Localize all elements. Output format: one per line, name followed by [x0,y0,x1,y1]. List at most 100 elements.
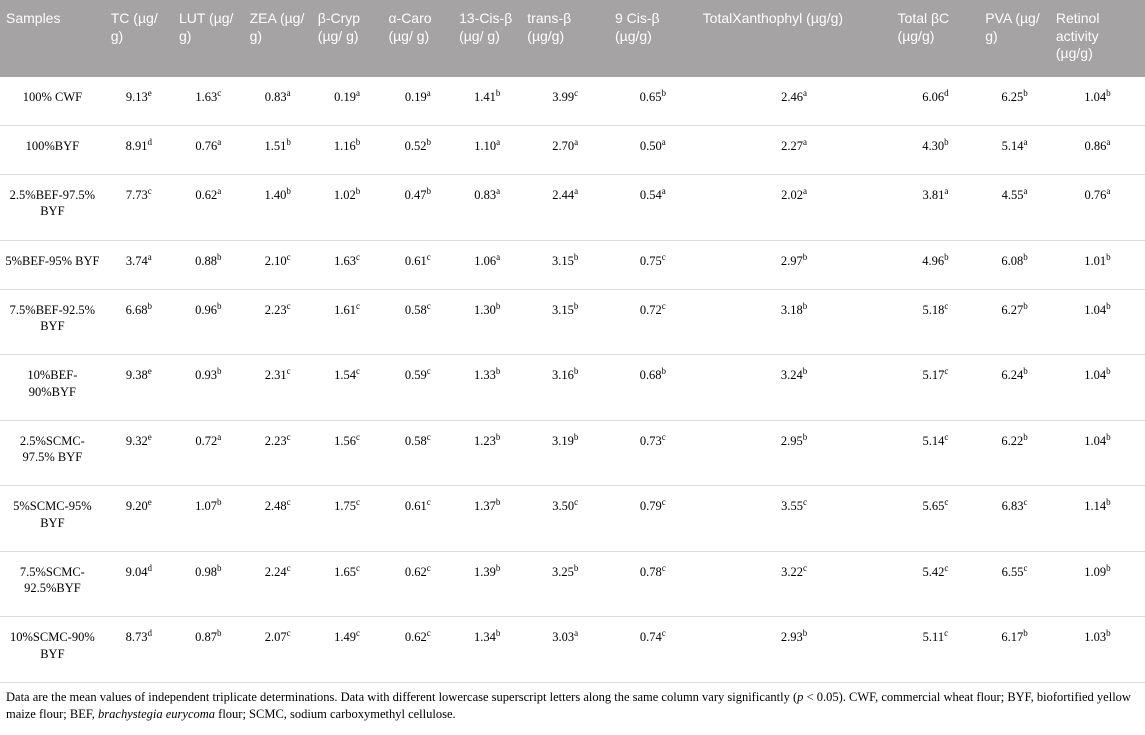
data-cell: 0.75c [609,240,697,289]
sample-cell: 100%BYF [0,125,105,174]
value: 0.83 [265,90,287,104]
superscript: b [574,251,579,261]
data-cell: 6.27b [979,289,1050,355]
data-cell: 4.96b [892,240,980,289]
value: 0.76 [195,139,217,153]
data-cell: 7.73c [105,175,173,241]
data-cell: 1.56c [312,420,383,486]
data-cell: 1.01b [1050,240,1145,289]
superscript: c [356,301,360,311]
superscript: b [496,301,501,311]
col-header-0: Samples [0,0,105,77]
data-cell: 2.93b [697,617,892,683]
superscript: b [574,432,579,442]
col-header-2: LUT (µg/ g) [173,0,244,77]
sample-cell: 7.5%BEF-92.5% BYF [0,289,105,355]
sample-cell: 100% CWF [0,77,105,126]
value: 2.23 [265,434,287,448]
data-cell: 1.49c [312,617,383,683]
superscript: c [356,366,360,376]
superscript: b [1023,432,1028,442]
value: 1.54 [334,368,356,382]
superscript: c [944,497,948,507]
superscript: b [1023,301,1028,311]
data-cell: 0.59c [382,355,453,421]
superscript: b [1106,628,1111,638]
value: 6.68 [126,303,148,317]
table-row: 100%BYF8.91d0.76a1.51b1.16b0.52b1.10a2.7… [0,125,1145,174]
superscript: c [944,366,948,376]
superscript: c [944,628,948,638]
data-cell: 3.55c [697,486,892,552]
value: 4.55 [1002,188,1024,202]
value: 8.91 [126,139,148,153]
value: 2.93 [781,630,803,644]
data-cell: 2.23c [244,289,312,355]
value: 3.03 [552,630,574,644]
value: 1.33 [474,368,496,382]
value: 5.14 [922,434,944,448]
superscript: b [1023,366,1028,376]
value: 0.72 [195,434,217,448]
value: 0.54 [640,188,662,202]
table-header: SamplesTC (µg/ g)LUT (µg/ g)ZEA (µg/ g)β… [0,0,1145,77]
superscript: a [427,87,431,97]
data-cell: 1.39b [453,551,521,617]
data-cell: 3.24b [697,355,892,421]
sample-cell: 2.5%BEF-97.5% BYF [0,175,105,241]
col-header-7: trans-β (µg/g) [521,0,609,77]
value: 0.62 [195,188,217,202]
data-cell: 1.63c [312,240,383,289]
superscript: e [148,366,152,376]
data-cell: 0.83a [244,77,312,126]
data-cell: 1.40b [244,175,312,241]
superscript: c [803,563,807,573]
superscript: b [803,251,808,261]
value: 6.27 [1001,303,1023,317]
value: 0.58 [405,434,427,448]
superscript: e [148,497,152,507]
value: 1.04 [1084,368,1106,382]
value: 2.02 [781,188,803,202]
value: 2.24 [265,565,287,579]
value: 0.87 [195,630,217,644]
data-cell: 6.55c [979,551,1050,617]
superscript: c [287,628,291,638]
superscript: c [1023,497,1027,507]
value: 9.38 [126,368,148,382]
data-cell: 0.72a [173,420,244,486]
carotenoid-table: SamplesTC (µg/ g)LUT (µg/ g)ZEA (µg/ g)β… [0,0,1145,683]
value: 6.17 [1001,630,1023,644]
superscript: b [496,87,501,97]
data-cell: 3.03a [521,617,609,683]
value: 0.96 [195,303,217,317]
data-cell: 1.41b [453,77,521,126]
col-header-8: 9 Cis-β (µg/g) [609,0,697,77]
data-cell: 0.93b [173,355,244,421]
superscript: c [944,563,948,573]
value: 0.79 [640,499,662,513]
superscript: c [662,497,666,507]
value: 2.27 [781,139,803,153]
superscript: b [286,186,291,196]
superscript: b [662,366,667,376]
value: 3.16 [552,368,574,382]
data-cell: 6.25b [979,77,1050,126]
data-cell: 1.04b [1050,355,1145,421]
value: 3.15 [552,303,574,317]
value: 1.51 [265,139,287,153]
table-row: 10%SCMC-90% BYF8.73d0.87b2.07c1.49c0.62c… [0,617,1145,683]
value: 0.52 [405,139,427,153]
superscript: c [217,87,221,97]
value: 6.08 [1001,254,1023,268]
data-cell: 1.07b [173,486,244,552]
value: 3.18 [781,303,803,317]
data-cell: 9.04d [105,551,173,617]
data-cell: 1.34b [453,617,521,683]
col-header-10: Total βC (µg/g) [892,0,980,77]
data-cell: 0.79c [609,486,697,552]
data-cell: 3.22c [697,551,892,617]
superscript: a [217,432,221,442]
data-cell: 2.24c [244,551,312,617]
superscript: c [427,251,431,261]
